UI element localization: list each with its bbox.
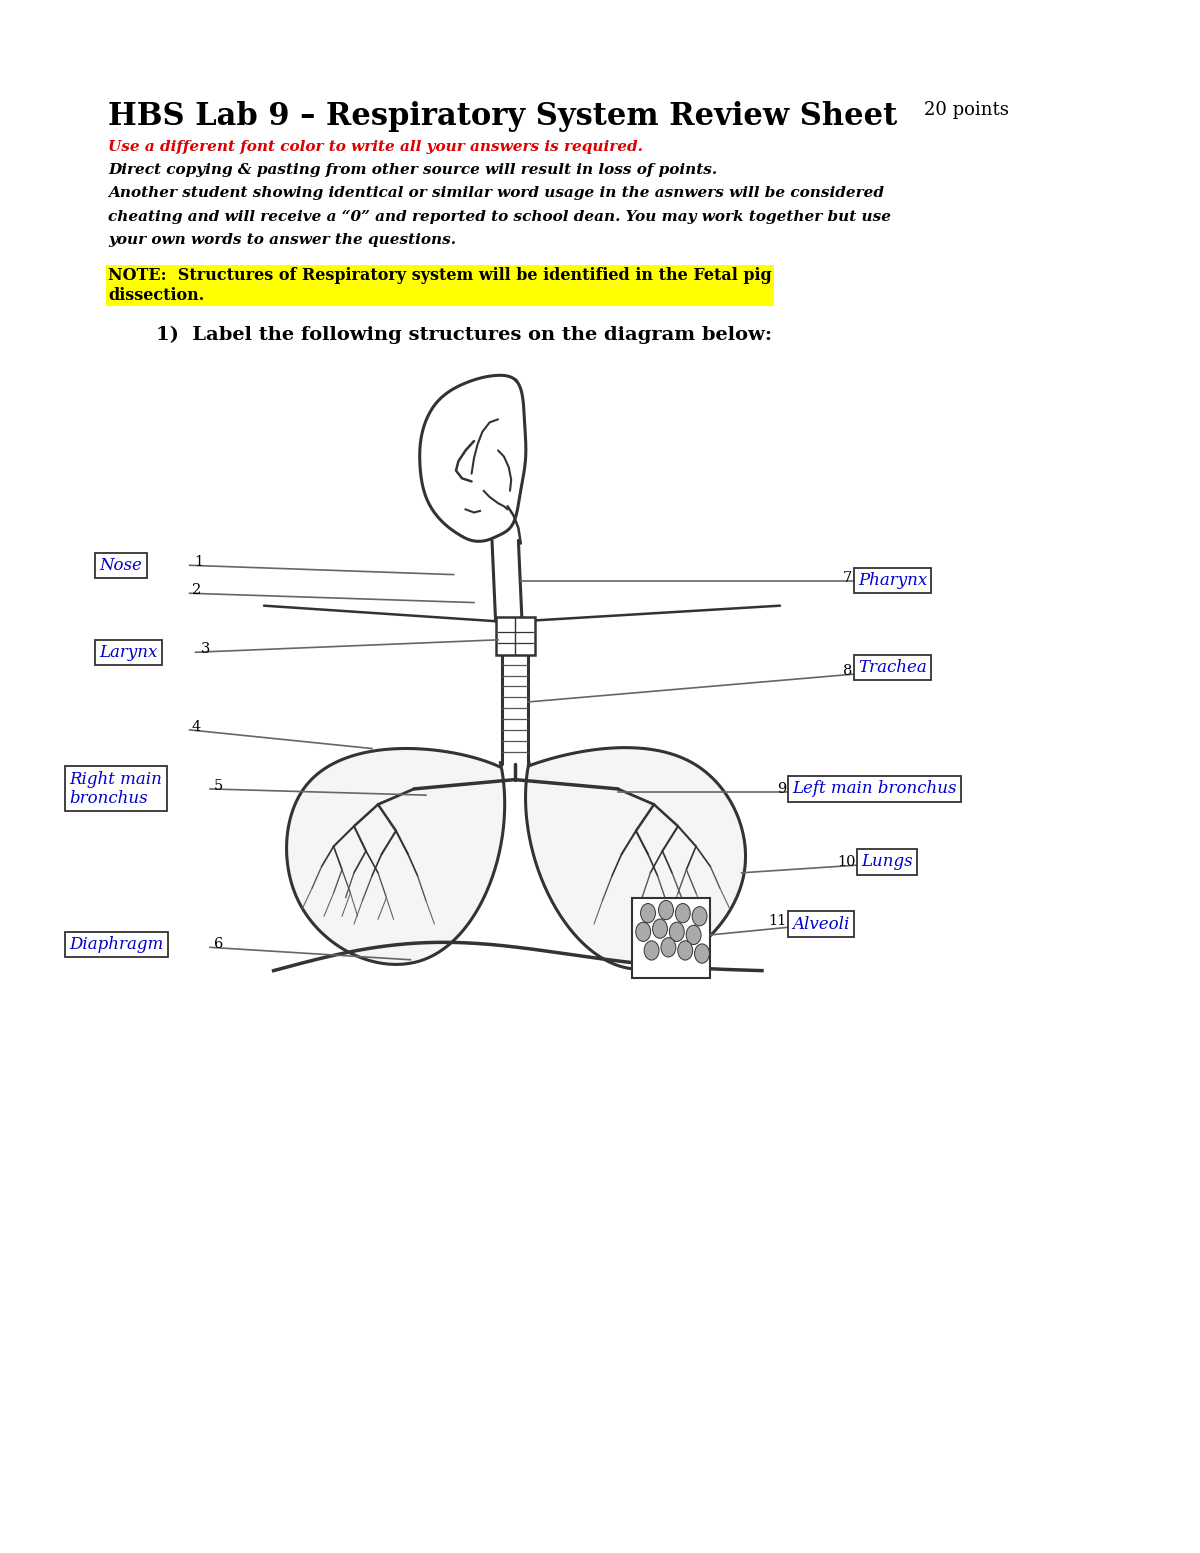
Text: 20 points: 20 points: [924, 101, 1009, 120]
Circle shape: [686, 926, 701, 944]
Text: 11: 11: [768, 913, 786, 929]
Bar: [496, 617, 535, 655]
Text: 3: 3: [200, 641, 210, 657]
Text: 1)  Label the following structures on the diagram below:: 1) Label the following structures on the…: [156, 326, 772, 345]
Circle shape: [678, 941, 692, 960]
Text: Another student showing identical or similar word usage in the asnwers will be c: Another student showing identical or sim…: [108, 186, 884, 200]
Text: 1: 1: [194, 554, 204, 570]
Circle shape: [636, 922, 650, 941]
Text: HBS Lab 9 – Respiratory System Review Sheet: HBS Lab 9 – Respiratory System Review Sh…: [108, 101, 898, 132]
Text: 4: 4: [192, 719, 202, 735]
Text: 2: 2: [192, 582, 202, 598]
Text: your own words to answer the questions.: your own words to answer the questions.: [108, 233, 456, 247]
Circle shape: [653, 919, 667, 938]
Polygon shape: [526, 747, 745, 969]
Bar: [632, 898, 710, 978]
Text: Right main
bronchus: Right main bronchus: [70, 770, 162, 808]
Text: 10: 10: [838, 854, 856, 870]
Circle shape: [676, 904, 690, 922]
Circle shape: [695, 944, 709, 963]
Text: Left main bronchus: Left main bronchus: [792, 781, 956, 797]
Text: Nose: Nose: [100, 558, 143, 573]
Circle shape: [644, 941, 659, 960]
Text: NOTE:  Structures of Respiratory system will be identified in the Fetal pig
diss: NOTE: Structures of Respiratory system w…: [108, 267, 772, 304]
Text: Use a different font color to write all your answers is required.: Use a different font color to write all …: [108, 140, 643, 154]
Text: 6: 6: [214, 936, 223, 952]
Circle shape: [641, 904, 655, 922]
Text: Diaphragm: Diaphragm: [70, 936, 164, 952]
Text: Trachea: Trachea: [858, 660, 926, 676]
Text: Larynx: Larynx: [100, 644, 158, 660]
Circle shape: [661, 938, 676, 957]
Text: 7: 7: [842, 570, 852, 585]
Circle shape: [659, 901, 673, 919]
Circle shape: [692, 907, 707, 926]
Text: 5: 5: [214, 778, 223, 794]
Text: Direct copying & pasting from other source will result in loss of points.: Direct copying & pasting from other sour…: [108, 163, 718, 177]
Text: 9: 9: [776, 781, 786, 797]
Text: cheating and will receive a “0” and reported to school dean. You may work togeth: cheating and will receive a “0” and repo…: [108, 210, 890, 224]
Text: Pharynx: Pharynx: [858, 573, 928, 589]
Polygon shape: [287, 749, 505, 964]
Text: Alveoli: Alveoli: [792, 916, 850, 932]
Text: Lungs: Lungs: [862, 854, 913, 870]
Text: 8: 8: [842, 663, 852, 679]
Circle shape: [670, 922, 684, 941]
